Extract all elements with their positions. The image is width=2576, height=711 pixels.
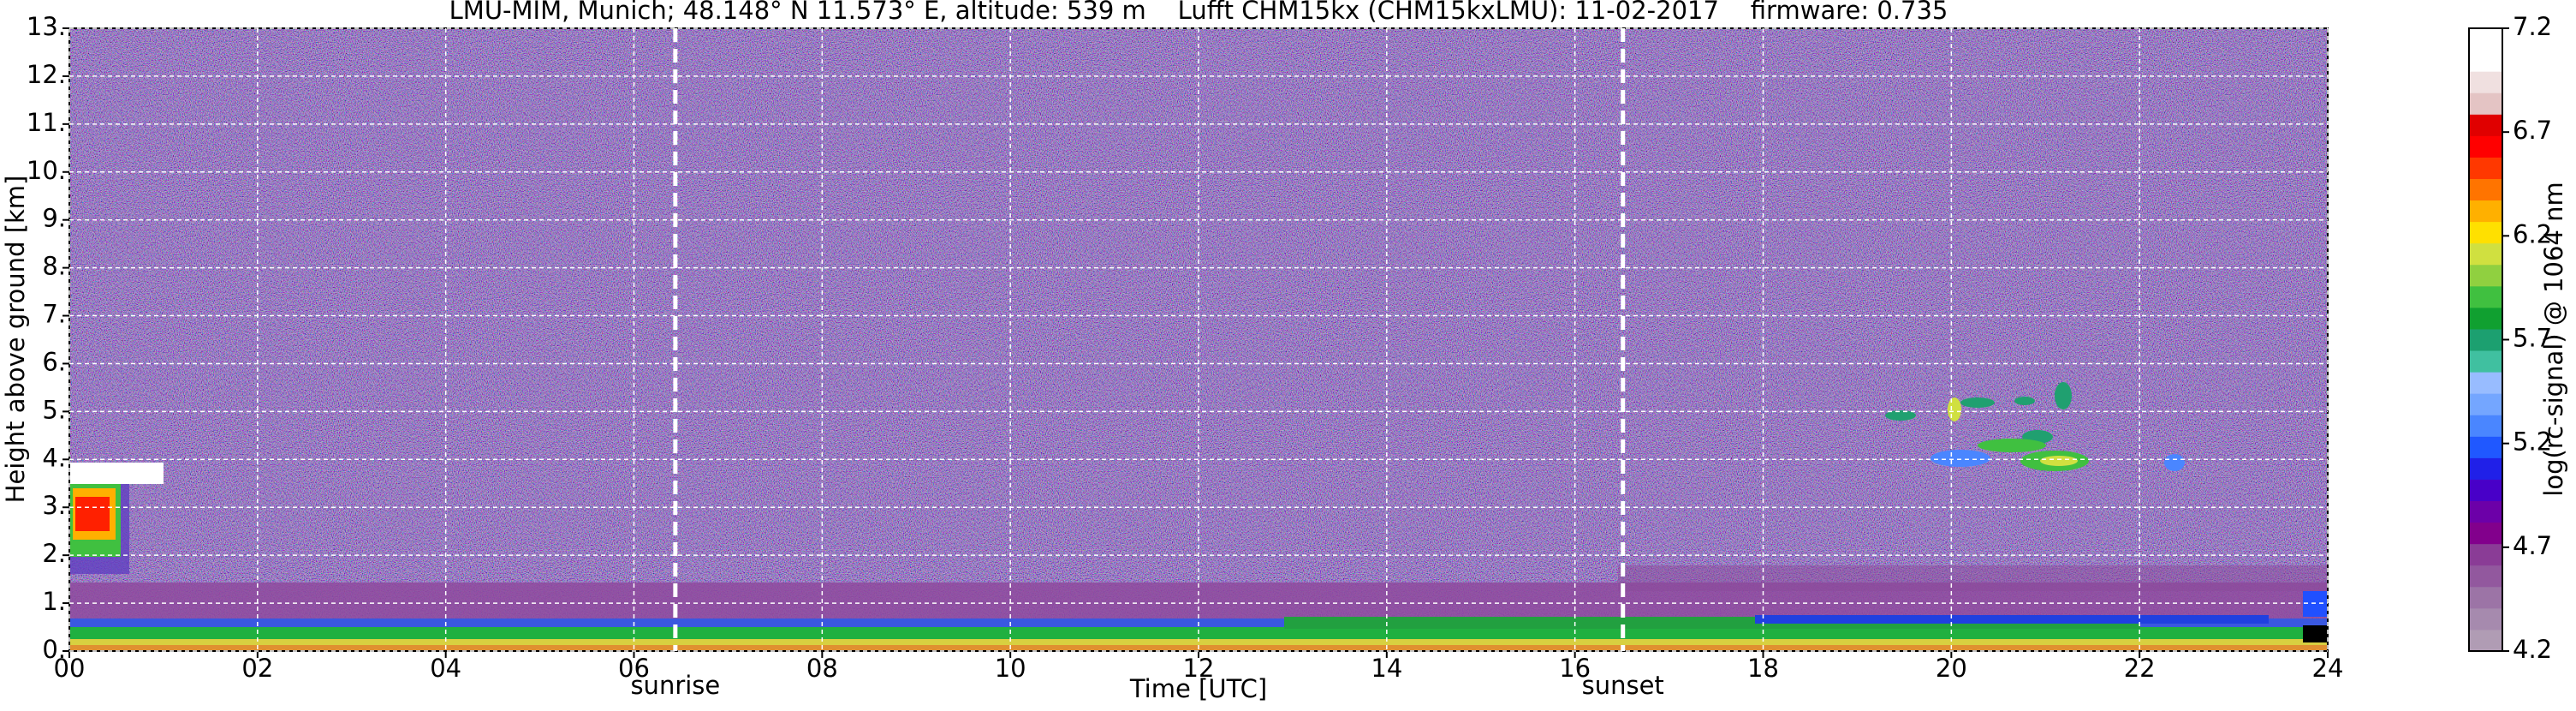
x-tick-label: 14 <box>1371 654 1402 683</box>
x-tick-label: 02 <box>241 654 273 683</box>
colorbar-segment <box>2469 328 2502 351</box>
chart-title: LMU-MIM, Munich; 48.148° N 11.573° E, al… <box>449 0 1948 25</box>
x-tick-label: 22 <box>2124 654 2156 683</box>
colorbar-segment <box>2469 135 2502 158</box>
y-tick-label: 11. <box>27 108 66 137</box>
colorbar-segment <box>2469 565 2502 588</box>
colorbar-segment <box>2469 264 2502 287</box>
colorbar-segment <box>2469 221 2502 244</box>
y-tick-label: 0. <box>42 635 66 664</box>
colorbar-label: log(rc-signal) @ 1064 nm <box>2539 182 2568 496</box>
colorbar-segment <box>2469 457 2502 480</box>
y-tick-label: 2. <box>42 539 66 568</box>
x-tick-label: 06 <box>618 654 650 683</box>
colorbar-segment <box>2469 285 2502 308</box>
annotation-label: sunrise <box>630 671 720 700</box>
x-axis-label: Time [UTC] <box>1129 674 1267 703</box>
colorbar-tick-label: 4.7 <box>2513 531 2552 560</box>
colorbar-segment <box>2469 307 2502 330</box>
x-tick-label: 16 <box>1559 654 1591 683</box>
colorbar-tick-label: 7.2 <box>2513 12 2552 41</box>
colorbar-tick-label: 6.7 <box>2513 116 2552 145</box>
colorbar-segment <box>2469 28 2502 51</box>
colorbar-tick-label: 4.2 <box>2513 635 2552 664</box>
colorbar-segment <box>2469 479 2502 502</box>
colorbar-segment <box>2469 436 2502 458</box>
y-tick-label: 9. <box>42 204 66 233</box>
colorbar-segment <box>2469 543 2502 566</box>
colorbar-tick-label: 6.2 <box>2513 219 2552 248</box>
colorbar-segment <box>2469 350 2502 373</box>
colorbar-segment <box>2469 372 2502 394</box>
colorbar-segment <box>2469 50 2502 72</box>
x-tick-label: 08 <box>806 654 838 683</box>
colorbar-segment <box>2469 586 2502 609</box>
x-tick-label: 20 <box>1936 654 1967 683</box>
y-tick-label: 8. <box>42 252 66 281</box>
x-tick-label: 10 <box>995 654 1026 683</box>
y-tick-label: 4. <box>42 443 66 472</box>
y-axis-label: Height above ground [km] <box>1 176 30 504</box>
x-tick-label: 18 <box>1747 654 1779 683</box>
y-tick-label: 10. <box>27 156 66 185</box>
colorbar-segment <box>2469 522 2502 545</box>
colorbar-segment <box>2469 200 2502 223</box>
colorbar-segment <box>2469 157 2502 179</box>
colorbar-tick-label: 5.7 <box>2513 324 2552 353</box>
x-tick-label: 24 <box>2312 654 2344 683</box>
colorbar-segment <box>2469 607 2502 630</box>
colorbar-segment <box>2469 629 2502 652</box>
y-tick-label: 12. <box>27 60 66 89</box>
colorbar-segment <box>2469 500 2502 523</box>
colorbar-segment <box>2469 71 2502 93</box>
x-tick-label: 12 <box>1183 654 1215 683</box>
y-tick-label: 6. <box>42 347 66 376</box>
colorbar-segment <box>2469 242 2502 266</box>
x-tick-label: 00 <box>54 654 86 683</box>
y-tick-label: 7. <box>42 300 66 329</box>
y-tick-label: 3. <box>42 491 66 520</box>
y-tick-label: 1. <box>42 587 66 616</box>
x-tick-label: 04 <box>430 654 461 683</box>
y-tick-label: 5. <box>42 395 66 424</box>
annotation-label: sunset <box>1582 671 1664 700</box>
colorbar-tick-label: 5.2 <box>2513 427 2552 457</box>
y-tick-label: 13. <box>27 12 66 41</box>
colorbar-segment <box>2469 93 2502 115</box>
colorbar-segment <box>2469 415 2502 437</box>
colorbar-segment <box>2469 393 2502 415</box>
colorbar-segment <box>2469 178 2502 201</box>
colorbar-segment <box>2469 114 2502 136</box>
